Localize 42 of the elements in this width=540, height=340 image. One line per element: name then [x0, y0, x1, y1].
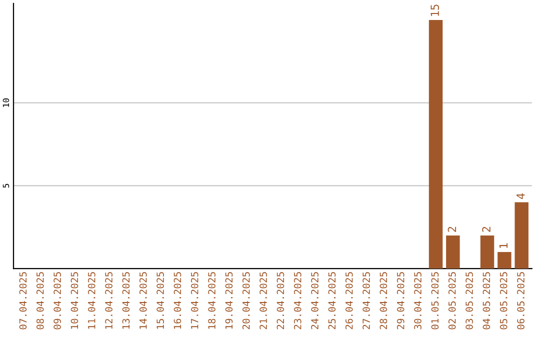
x-tick-label: 23.04.2025: [294, 272, 302, 330]
bar: [498, 252, 512, 269]
x-tick-label: 05.05.2025: [500, 272, 508, 330]
x-tick-label: 17.04.2025: [190, 272, 198, 329]
x-tick-label: 22.04.2025: [276, 272, 284, 330]
y-tick-label: 10: [2, 98, 10, 107]
x-tick-label: 25.04.2025: [328, 272, 336, 330]
y-tick-label: 5: [2, 184, 10, 188]
x-tick-label: 15.04.2025: [156, 272, 164, 329]
x-tick-label: 18.04.2025: [208, 272, 216, 329]
x-tick-label: 26.04.2025: [345, 272, 353, 330]
data-label: 2: [482, 226, 490, 232]
x-tick-label: 12.04.2025: [105, 272, 112, 329]
x-tick-label: 01.05.2025: [431, 272, 439, 330]
bar: [514, 202, 528, 269]
x-tick-label: 10.04.2025: [70, 272, 78, 329]
x-tick-label: 13.04.2025: [122, 272, 130, 329]
x-tick-label: 21.04.2025: [260, 272, 267, 330]
data-label: 4: [516, 193, 525, 199]
x-tick-label: 02.05.2025: [448, 272, 456, 330]
x-tick-label: 11.04.2025: [88, 272, 96, 329]
data-label: 15: [430, 4, 440, 16]
x-tick-label: 27.04.2025: [362, 272, 370, 330]
x-tick-label: 30.04.2025: [414, 272, 422, 330]
x-tick-label: 28.04.2025: [380, 272, 388, 330]
x-tick-label: 19.04.2025: [225, 272, 233, 329]
x-tick-label: 08.04.2025: [36, 272, 44, 330]
x-tick-label: 03.05.2025: [466, 272, 473, 330]
bar: [446, 235, 460, 269]
x-tick-label: 14.04.2025: [139, 272, 147, 329]
x-tick-label: 16.04.2025: [174, 272, 182, 329]
data-label: 1: [499, 243, 508, 248]
x-tick-label: 29.04.2025: [396, 272, 404, 330]
x-tick-label: 07.04.2025: [19, 272, 27, 330]
bar: [480, 235, 494, 269]
x-tick-label: 04.05.2025: [482, 272, 490, 330]
bar: [428, 20, 443, 269]
x-tick-label: 24.04.2025: [311, 272, 318, 330]
x-tick-label: 09.04.2025: [54, 272, 61, 330]
data-label: 2: [448, 226, 456, 232]
x-tick-label: 06.05.2025: [517, 272, 524, 330]
x-tick-label: 20.04.2025: [242, 272, 250, 330]
